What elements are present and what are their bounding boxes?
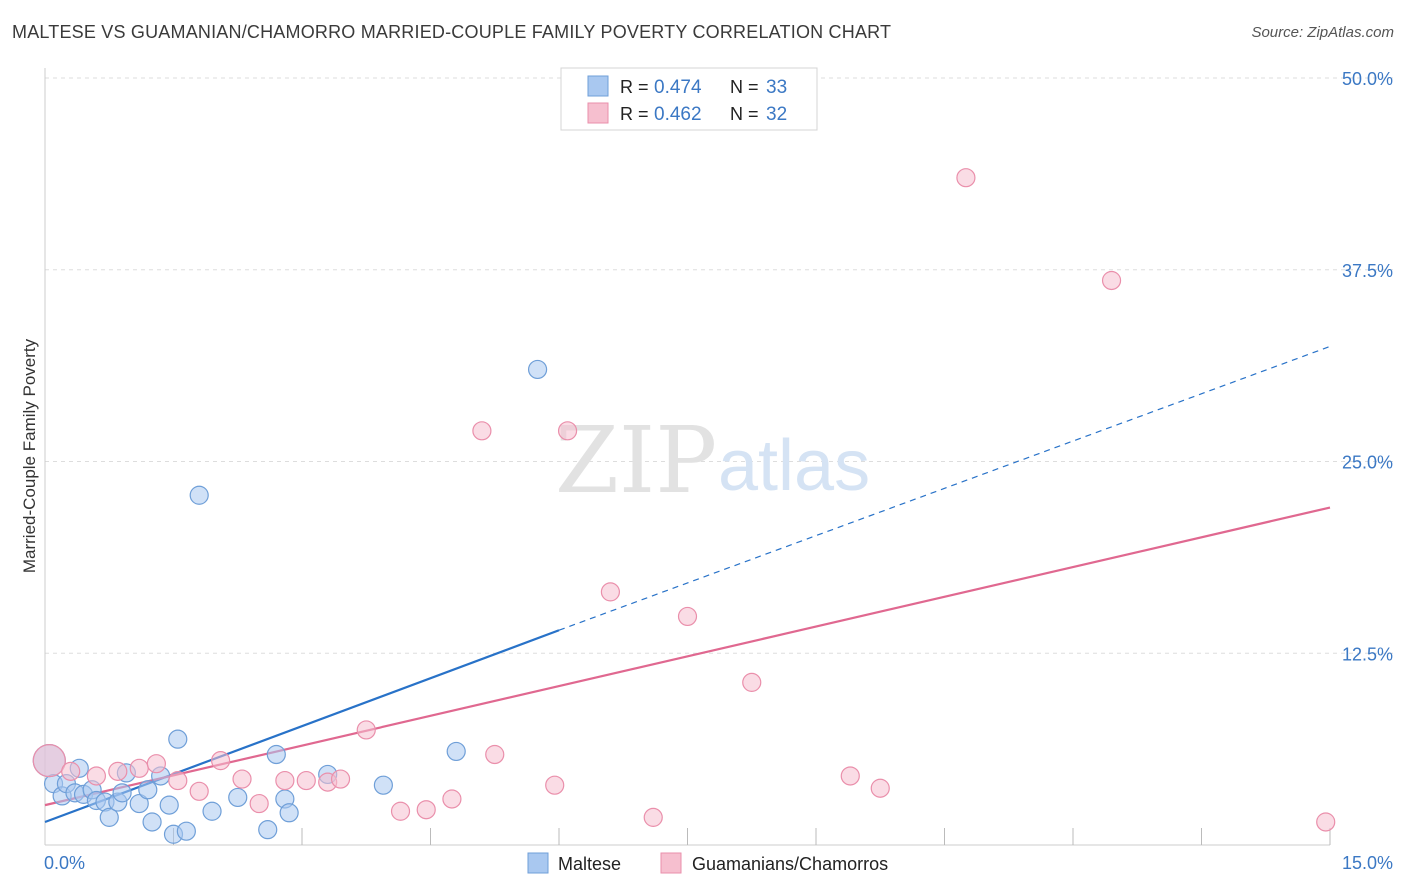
data-point-pink: [61, 761, 81, 781]
watermark-atlas: atlas: [718, 426, 870, 506]
data-point-pink: [840, 766, 860, 786]
y-axis-label: Married-Couple Family Poverty: [20, 338, 39, 573]
y-tick-label: 37.5%: [1342, 261, 1393, 281]
data-point-blue: [189, 485, 209, 505]
legend-bottom-swatch-maltese: [527, 852, 549, 874]
data-point-pink: [86, 766, 107, 786]
legend-n-value: 33: [766, 77, 787, 98]
data-point-pink: [677, 606, 698, 627]
data-point-blue: [202, 801, 222, 821]
legend-r-value: 0.462: [654, 104, 702, 125]
data-point-pink: [356, 720, 376, 740]
data-point-blue: [112, 783, 132, 803]
legend-swatch-maltese: [587, 75, 609, 97]
data-point-pink: [390, 801, 411, 821]
data-point-pink: [275, 770, 295, 791]
legend-r-label: R =: [620, 77, 649, 97]
data-point-blue: [176, 821, 196, 841]
data-point-pink: [643, 807, 663, 827]
legend-r-value: 0.474: [654, 77, 702, 98]
data-point-pink: [956, 168, 976, 188]
data-point-pink: [211, 751, 231, 771]
data-point-pink: [1101, 270, 1122, 291]
watermark: ZIP atlas: [555, 407, 870, 514]
chart-source: Source: ZipAtlas.com: [1251, 24, 1394, 41]
data-point-blue: [258, 820, 278, 840]
chart-title: MALTESE VS GUAMANIAN/CHAMORRO MARRIED-CO…: [12, 22, 892, 42]
data-point-blue: [373, 775, 393, 795]
data-point-pink: [485, 744, 505, 765]
data-point-pink: [416, 800, 436, 820]
data-point-blue: [138, 780, 158, 800]
data-point-pink: [472, 421, 492, 441]
data-point-pink: [1316, 812, 1336, 832]
legend-bottom: Maltese Guamanians/Chamorros: [527, 852, 888, 874]
data-point-blue: [168, 729, 188, 749]
data-point-blue: [99, 807, 119, 827]
data-point-pink: [32, 744, 66, 778]
data-point-pink: [557, 421, 578, 441]
data-point-pink: [232, 769, 252, 789]
data-point-pink: [742, 672, 762, 692]
data-point-blue: [159, 795, 179, 815]
data-point-pink: [129, 758, 149, 778]
legend-top: R = 0.474 N = 33 R = 0.462 N = 32: [560, 67, 818, 131]
data-point-blue: [129, 793, 149, 814]
grid-layer: [45, 77, 1395, 654]
data-point-pink: [189, 781, 209, 801]
data-point-pink: [545, 775, 565, 795]
trend-line-extension-blue: [558, 345, 1331, 631]
legend-n-label: N =: [730, 104, 759, 124]
points-layer: [32, 168, 1336, 844]
axes-layer: [44, 68, 1331, 846]
data-point-pink: [600, 582, 621, 602]
legend-swatch-guamanian: [587, 102, 609, 124]
y-tick-label: 50.0%: [1342, 69, 1393, 89]
data-point-blue: [266, 744, 286, 765]
legend-n-label: N =: [730, 77, 759, 97]
trend-line-pink: [44, 506, 1331, 807]
legend-bottom-label-maltese: Maltese: [558, 854, 621, 874]
watermark-zip: ZIP: [555, 407, 717, 514]
data-point-blue: [228, 787, 248, 808]
data-point-blue: [527, 359, 548, 380]
legend-bottom-swatch-guamanian: [660, 852, 682, 874]
data-point-blue: [142, 812, 162, 832]
y-tick-label: 12.5%: [1342, 644, 1393, 664]
tick-labels: 12.5% 25.0% 37.5% 50.0% 0.0% 15.0%: [44, 69, 1393, 873]
x-tick-label: 15.0%: [1342, 853, 1393, 873]
data-point-pink: [108, 761, 128, 781]
legend-n-value: 32: [766, 104, 787, 125]
data-point-pink: [870, 778, 890, 798]
data-point-pink: [296, 770, 316, 791]
data-point-pink: [330, 769, 351, 789]
data-point-blue: [279, 803, 299, 823]
legend-bottom-label-guamanian: Guamanians/Chamorros: [692, 854, 888, 874]
legend-r-label: R =: [620, 104, 649, 124]
data-point-pink: [249, 793, 269, 814]
y-tick-label: 25.0%: [1342, 453, 1393, 473]
data-point-blue: [446, 741, 466, 762]
data-point-pink: [146, 754, 166, 774]
data-point-pink: [442, 789, 462, 809]
data-point-pink: [168, 770, 188, 791]
x-tick-label: 0.0%: [44, 853, 85, 873]
